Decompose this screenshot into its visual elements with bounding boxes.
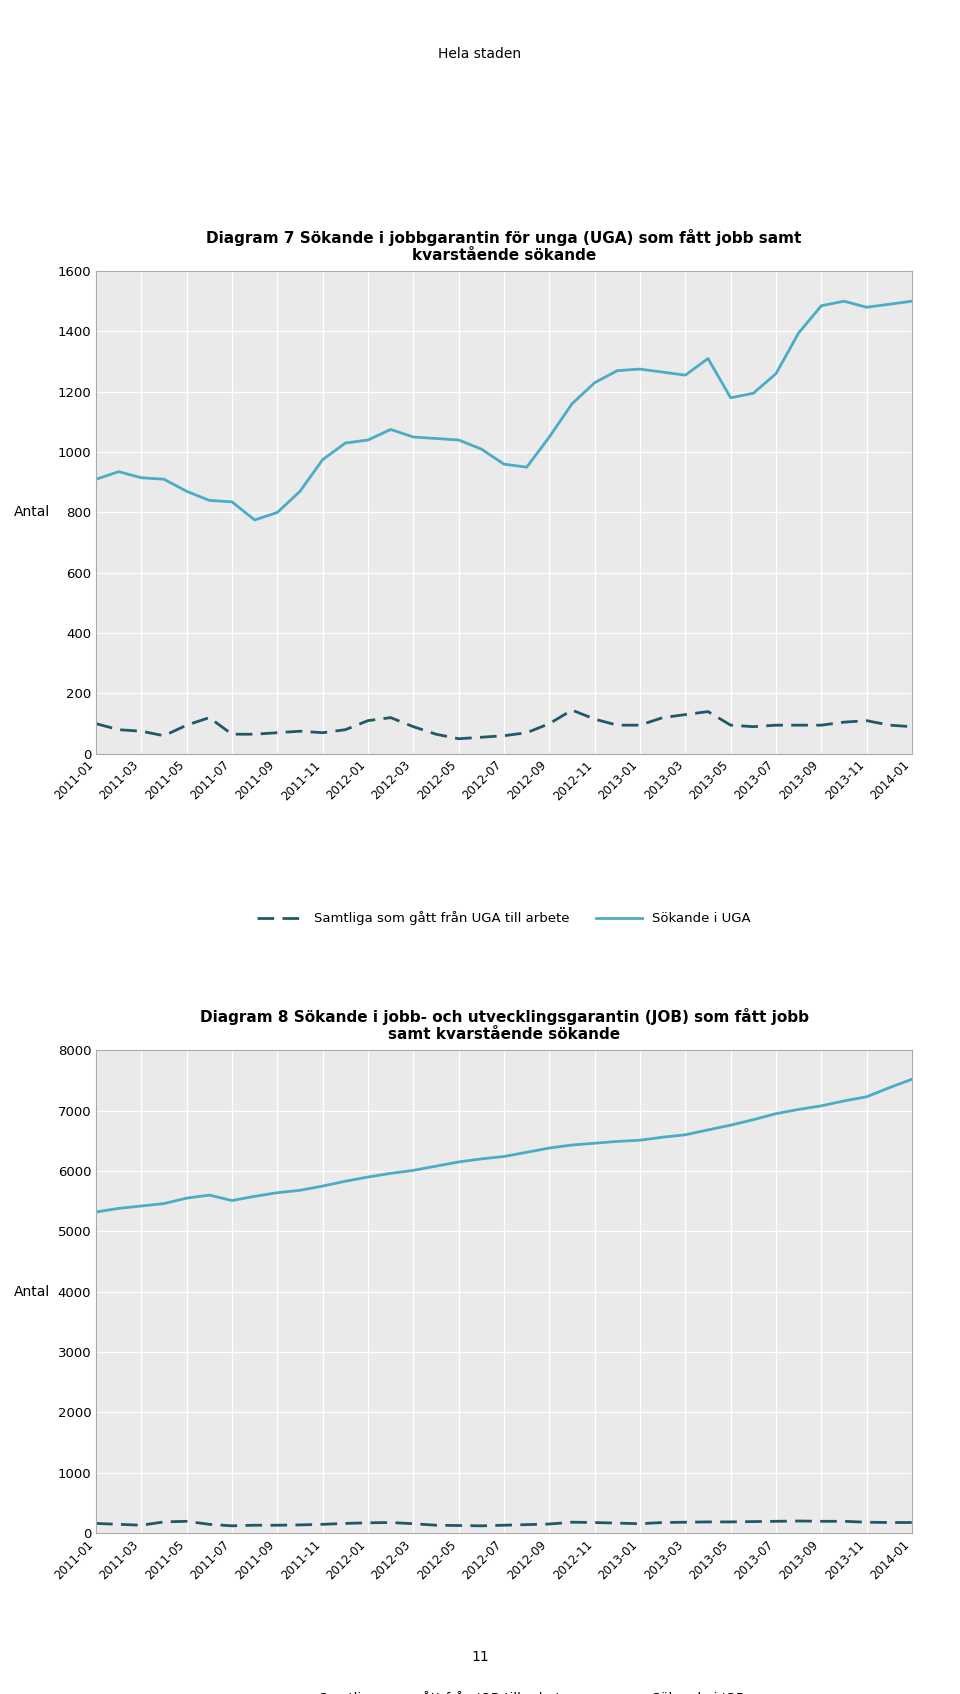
Title: Diagram 7 Sökande i jobbgarantin för unga (UGA) som fått jobb samt
kvarstående s: Diagram 7 Sökande i jobbgarantin för ung… (206, 229, 802, 263)
Y-axis label: Antal: Antal (14, 1284, 51, 1299)
Legend: Samtliga som gått från JOB till arbete, Sökande i JOB: Samtliga som gått från JOB till arbete, … (257, 1686, 751, 1694)
Legend: Samtliga som gått från UGA till arbete, Sökande i UGA: Samtliga som gått från UGA till arbete, … (252, 906, 756, 930)
Y-axis label: Antal: Antal (14, 505, 51, 520)
Title: Diagram 8 Sökande i jobb- och utvecklingsgarantin (JOB) som fått jobb
samt kvars: Diagram 8 Sökande i jobb- och utveckling… (200, 1008, 808, 1042)
Text: Hela staden: Hela staden (439, 47, 521, 61)
Text: 11: 11 (471, 1650, 489, 1664)
